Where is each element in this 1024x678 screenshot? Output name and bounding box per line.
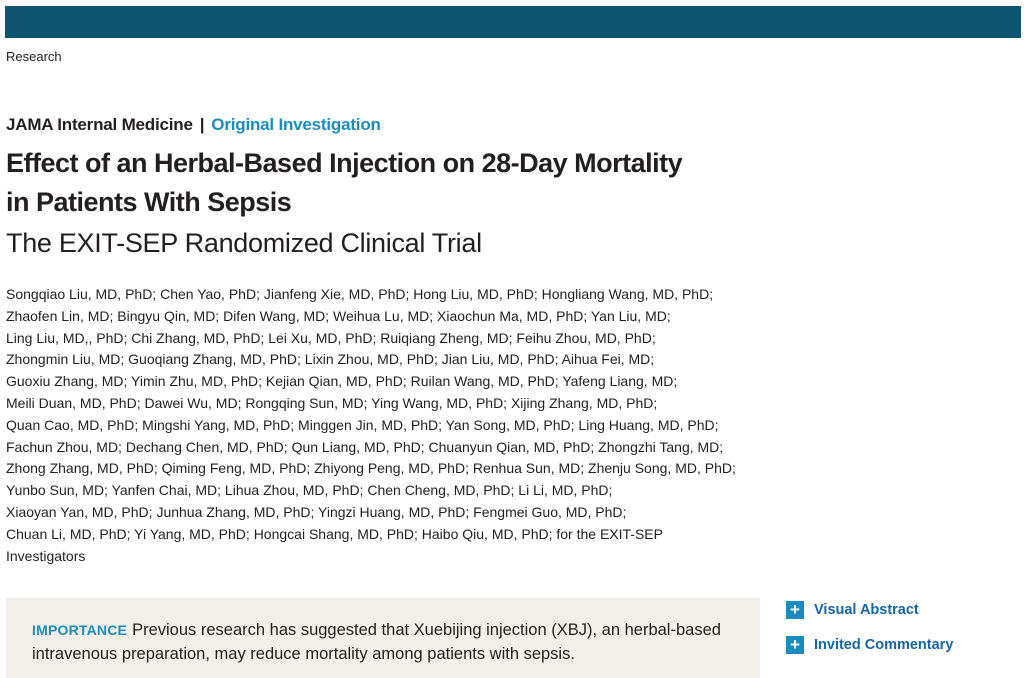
article-subtitle: The EXIT-SEP Randomized Clinical Trial — [6, 228, 482, 258]
article-title-line: in Patients With Sepsis — [6, 187, 292, 217]
importance-paragraph: IMPORTANCE Previous research has suggeste… — [32, 618, 752, 666]
author-line: Songqiao Liu, MD, PhD; Chen Yao, PhD; Ji… — [6, 286, 714, 302]
related-links: + Visual Abstract + Invited Commentary — [786, 592, 1016, 662]
author-line: Meili Duan, MD, PhD; Dawei Wu, MD; Rongq… — [6, 394, 658, 411]
author-line: Zhong Zhang, MD, PhD; Qiming Feng, MD, P… — [6, 460, 736, 477]
importance-text-line: Previous research has suggested that Xue… — [132, 621, 721, 639]
journal-name: JAMA Internal Medicine — [6, 115, 193, 134]
journal-separator: | — [199, 115, 205, 134]
author-line: Xiaoyan Yan, MD, PhD; Junhua Zhang, MD, … — [6, 503, 627, 520]
importance-label: IMPORTANCE — [32, 622, 128, 638]
header-bar — [5, 6, 1021, 38]
author-list: Songqiao Liu, MD, PhD; Chen Yao, PhD; Ji… — [6, 284, 766, 567]
author-line: Chuan Li, MD, PhD; Yi Yang, MD, PhD; Hon… — [6, 525, 663, 542]
author-line: Investigators — [6, 547, 86, 564]
invited-commentary-label[interactable]: Invited Commentary — [814, 636, 954, 653]
author-line: Guoxiu Zhang, MD; Yimin Zhu, MD, PhD; Ke… — [6, 373, 678, 390]
author-line: Quan Cao, MD, PhD; Mingshi Yang, MD, PhD… — [6, 416, 719, 433]
plus-icon[interactable]: + — [786, 600, 804, 619]
visual-abstract-link[interactable]: + Visual Abstract — [786, 592, 1016, 627]
journal-line: JAMA Internal Medicine | Original Investig… — [6, 115, 381, 135]
article-title: Effect of an Herbal-Based Injection on 2… — [6, 144, 806, 222]
author-line: Fachun Zhou, MD; Dechang Chen, MD, PhD; … — [6, 438, 724, 455]
author-line: Ling Liu, MD,, PhD; Chi Zhang, MD, PhD; … — [6, 329, 656, 346]
importance-text-line: intravenous preparation, may reduce mort… — [32, 645, 575, 663]
section-label: Research — [6, 49, 62, 64]
article-title-line: Effect of an Herbal-Based Injection on 2… — [6, 148, 683, 178]
author-line: Zhongmin Liu, MD; Guoqiang Zhang, MD, Ph… — [6, 351, 655, 368]
abstract-box: IMPORTANCE Previous research has suggeste… — [6, 598, 760, 678]
plus-icon[interactable]: + — [786, 635, 804, 654]
visual-abstract-label[interactable]: Visual Abstract — [814, 601, 919, 618]
article-type: Original Investigation — [211, 115, 381, 134]
author-line: Yunbo Sun, MD; Yanfen Chai, MD; Lihua Zh… — [6, 482, 613, 499]
author-line: Zhaofen Lin, MD; Bingyu Qin, MD; Difen W… — [6, 307, 671, 324]
invited-commentary-link[interactable]: + Invited Commentary — [786, 627, 1016, 662]
